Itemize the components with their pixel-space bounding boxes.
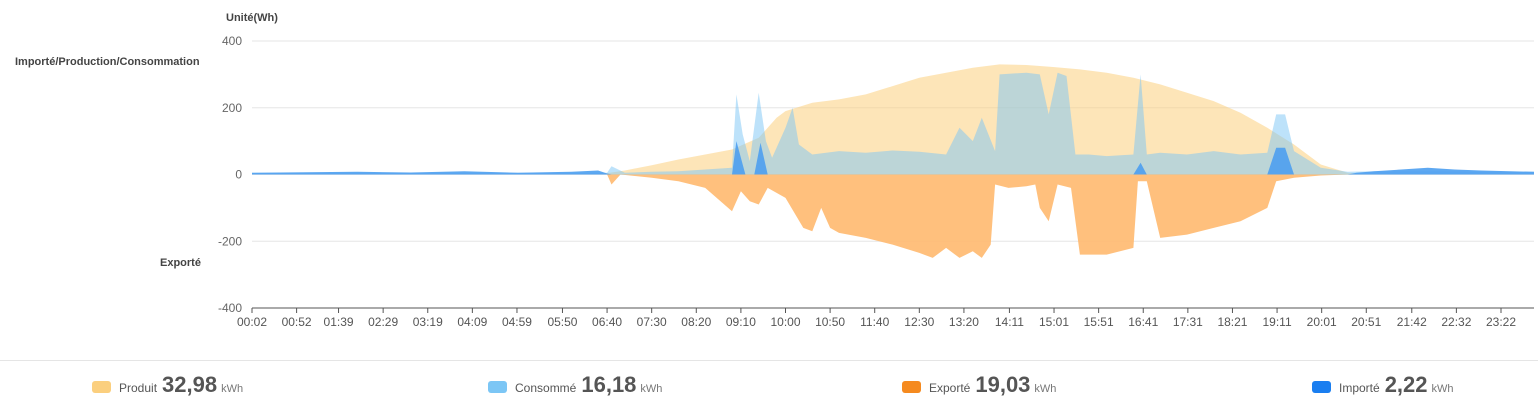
series-area-consomme (252, 72, 1534, 175)
x-tick-label: 20:51 (1351, 315, 1381, 329)
x-tick-label: 15:01 (1039, 315, 1069, 329)
legend: Produit 32,98 kWh Consommé 16,18 kWh Exp… (0, 372, 1538, 402)
x-tick-label: 01:39 (324, 315, 354, 329)
x-tick-label: 05:50 (547, 315, 577, 329)
y-tick-label: -400 (218, 301, 242, 315)
legend-item-produit[interactable]: Produit 32,98 kWh (92, 372, 243, 398)
x-tick-label: 09:10 (726, 315, 756, 329)
x-tick-label: 23:22 (1486, 315, 1516, 329)
x-axis: 00:02 00:52 01:39 02:29 03:19 04:09 04:59 05:50… (237, 307, 1534, 329)
x-tick-label: 13:20 (949, 315, 979, 329)
x-tick-label: 11:40 (860, 315, 889, 329)
legend-unit: kWh (221, 383, 244, 395)
x-tick-label: 22:32 (1441, 315, 1471, 329)
x-tick-label: 12:30 (904, 315, 934, 329)
legend-name: Importé (1339, 381, 1380, 395)
x-tick-label: 03:19 (413, 315, 443, 329)
x-tick-label: 14:11 (995, 315, 1024, 329)
legend-swatch-produit (92, 381, 111, 393)
legend-unit: kWh (1034, 383, 1057, 395)
x-tick-label: 07:30 (637, 315, 667, 329)
y-tick-label: -200 (218, 234, 242, 248)
legend-value: 2,22 (1384, 372, 1428, 397)
x-tick-label: 00:02 (237, 315, 267, 329)
x-tick-label: 18:21 (1217, 315, 1247, 329)
legend-item-consomme[interactable]: Consommé 16,18 kWh (488, 372, 662, 398)
x-tick-label: 21:42 (1397, 315, 1427, 329)
legend-divider (0, 360, 1538, 361)
x-tick-label: 20:01 (1307, 315, 1337, 329)
legend-value: 16,18 (581, 372, 637, 397)
y-tick-label: 400 (222, 34, 242, 48)
y-axis: 400 200 0 -200 -400 (218, 34, 242, 315)
x-tick-label: 08:20 (681, 315, 711, 329)
legend-name: Exporté (929, 381, 971, 395)
x-tick-label: 02:29 (368, 315, 398, 329)
series-area-importe (252, 141, 1534, 175)
negative-axis-label: Exporté (160, 257, 201, 269)
legend-swatch-importe (1312, 381, 1331, 393)
positive-axis-label: Importé/Production/Consommation (15, 56, 200, 68)
x-tick-label: 17:31 (1173, 315, 1203, 329)
legend-swatch-consomme (488, 381, 507, 393)
y-tick-label: 0 (235, 168, 242, 182)
x-tick-label: 06:40 (592, 315, 622, 329)
legend-unit: kWh (640, 383, 663, 395)
legend-name: Produit (119, 381, 158, 395)
x-tick-label: 10:50 (815, 315, 845, 329)
x-tick-label: 16:41 (1128, 315, 1158, 329)
legend-value: 32,98 (162, 372, 218, 397)
x-tick-label: 00:52 (282, 315, 312, 329)
legend-item-importe[interactable]: Importé 2,22 kWh (1312, 372, 1454, 398)
legend-swatch-exporte (902, 381, 921, 393)
series-area-exporte (252, 174, 1534, 258)
legend-unit: kWh (1431, 383, 1454, 395)
legend-value: 19,03 (975, 372, 1031, 397)
series-layer (252, 64, 1534, 258)
energy-area-chart: 400 200 0 -200 -400 00:02 00:52 01:39 02:29 03:1… (218, 34, 1534, 329)
y-tick-label: 200 (222, 101, 242, 115)
legend-name: Consommé (515, 381, 577, 395)
unit-label: Unité(Wh) (226, 12, 278, 24)
x-tick-label: 04:59 (502, 315, 532, 329)
x-tick-label: 19:11 (1262, 315, 1291, 329)
x-tick-label: 15:51 (1084, 315, 1114, 329)
x-tick-label: 04:09 (457, 315, 487, 329)
legend-item-exporte[interactable]: Exporté 19,03 kWh (902, 372, 1056, 398)
x-tick-label: 10:00 (770, 315, 800, 329)
series-area-produit (252, 64, 1534, 175)
